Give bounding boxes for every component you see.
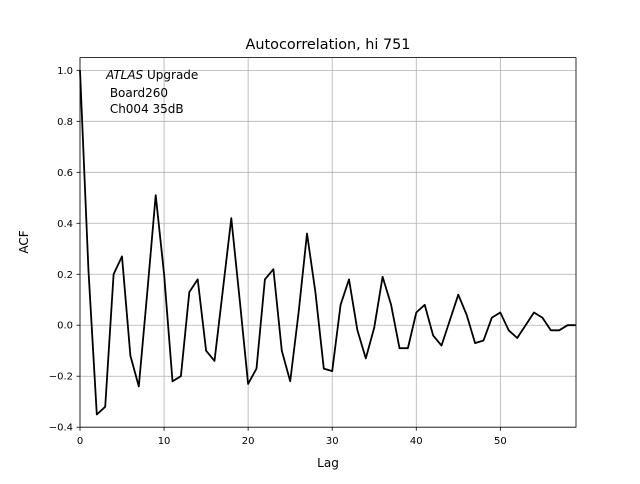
annotation-board: Board260 bbox=[106, 86, 168, 100]
plot-frame bbox=[79, 57, 577, 428]
y-tick-label: 0.6 bbox=[57, 168, 73, 179]
y-tick-label: 1.0 bbox=[57, 66, 73, 77]
y-tick-label: −0.2 bbox=[49, 372, 73, 383]
svg-text:ATLAS Upgrade: ATLAS Upgrade bbox=[105, 68, 198, 82]
x-tick-label: 40 bbox=[410, 436, 423, 447]
x-tick-label: 50 bbox=[494, 436, 507, 447]
y-tick-label: −0.4 bbox=[49, 423, 73, 434]
x-axis-label: Lag bbox=[317, 456, 339, 470]
x-tick-label: 0 bbox=[77, 436, 83, 447]
axis-ticks: 0 10 20 30 40 50 −0.4 −0.2 0.0 0.2 0.4 0.6 0.8 1.0 bbox=[49, 66, 507, 447]
y-axis-label: ACF bbox=[17, 230, 31, 253]
y-tick-label: 0.8 bbox=[57, 117, 73, 128]
chart-title: Autocorrelation, hi 751 bbox=[246, 37, 411, 53]
grid bbox=[79, 57, 576, 428]
x-tick-label: 20 bbox=[242, 436, 255, 447]
y-tick-label: 0.2 bbox=[57, 270, 73, 281]
annotation-upgrade: Upgrade bbox=[143, 68, 198, 82]
acf-series-line bbox=[79, 70, 576, 416]
annotation-text: ATLAS Upgrade Board260 Ch004 35dB bbox=[105, 68, 198, 116]
x-tick-label: 10 bbox=[158, 436, 171, 447]
y-tick-label: 0.4 bbox=[57, 219, 73, 230]
annotation-channel: Ch004 35dB bbox=[106, 102, 184, 116]
x-tick-label: 30 bbox=[326, 436, 339, 447]
y-tick-label: 0.0 bbox=[57, 321, 73, 332]
annotation-atlas: ATLAS bbox=[105, 68, 144, 82]
